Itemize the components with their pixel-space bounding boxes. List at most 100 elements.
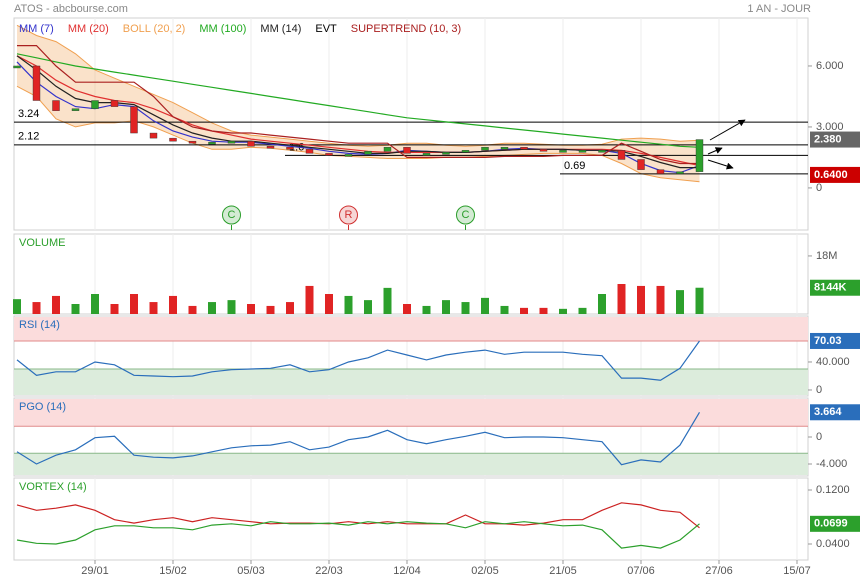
candle (149, 132, 158, 139)
oversold-zone (14, 453, 808, 475)
volume-bar (676, 290, 684, 314)
value-badge (810, 166, 860, 183)
volume-bar (266, 305, 275, 314)
candle (461, 150, 470, 153)
y-tick-label: 0.0400 (816, 538, 850, 550)
panel-title: PGO (14) (19, 401, 66, 413)
volume-bar (247, 304, 255, 314)
y-tick-label: 0 (816, 431, 822, 443)
volume-bar (383, 287, 392, 314)
panel-title: VORTEX (14) (19, 481, 87, 493)
oversold-zone (14, 368, 808, 395)
value-badge (810, 332, 860, 349)
value-badge (810, 279, 860, 296)
volume-bar (481, 297, 489, 314)
volume-bar (130, 294, 138, 314)
y-tick-label: 40.000 (816, 356, 850, 368)
candle (500, 147, 509, 150)
event-marker (222, 205, 241, 225)
volume-bar (71, 304, 80, 314)
indicator-line (16, 502, 700, 529)
overbought-zone (14, 317, 808, 341)
volume-bar (559, 308, 567, 314)
value-badge (810, 515, 860, 532)
candle (91, 100, 99, 109)
level-label: 3.24 (18, 108, 39, 120)
trend-arrows (707, 119, 746, 170)
legend-entry: MM (14) (260, 23, 301, 35)
candle (130, 106, 138, 134)
volume-bar (520, 307, 528, 314)
arrow (709, 119, 746, 141)
page-title: ATOS - abcbourse.com (14, 3, 128, 15)
y-tick-label: -4.000 (816, 458, 847, 470)
period: 1 AN - JOUR (747, 3, 811, 15)
x-tick-label: 22/03 (315, 565, 343, 577)
volume-bar (364, 300, 372, 314)
overbought-zone (14, 399, 808, 427)
candle (676, 171, 684, 174)
candle (481, 147, 489, 151)
legend-entry: SUPERTREND (10, 3) (351, 23, 461, 35)
indicator-line (16, 340, 700, 381)
volume-bar (52, 295, 60, 314)
x-tick-label: 02/05 (471, 565, 499, 577)
candle (266, 146, 275, 149)
indicator-line (16, 53, 700, 148)
y-tick-label: 0 (816, 384, 822, 396)
volume-bar (656, 285, 665, 314)
volume-bar (403, 304, 411, 314)
value-badge-label: 0.6400 (814, 169, 848, 181)
candle (52, 100, 60, 111)
arrow (707, 147, 723, 155)
candle (364, 151, 372, 155)
panel-frame (13, 17, 809, 231)
y-tick-label: 6.000 (816, 60, 844, 72)
volume-bar (208, 302, 216, 314)
volume-bar (695, 287, 704, 314)
event-label: C (228, 209, 236, 221)
candle (637, 159, 645, 170)
candle (32, 65, 41, 101)
volume-bar (442, 300, 450, 314)
candle (227, 140, 236, 144)
y-tick-label: 0.1200 (816, 484, 850, 496)
x-tick-label: 05/03 (237, 565, 265, 577)
volume-bar (617, 284, 626, 314)
candle (247, 140, 255, 147)
candle (656, 169, 665, 174)
value-badge-label: 8144K (814, 282, 846, 294)
level-label: 0.69 (564, 160, 585, 172)
candle (383, 147, 392, 152)
volume-bar (578, 307, 587, 314)
event-label: R (345, 209, 353, 221)
volume-bar (500, 305, 509, 314)
candle (422, 153, 431, 156)
volume-bar (461, 302, 470, 314)
value-badge-label: 0.0699 (814, 518, 848, 530)
x-tick-label: 12/04 (393, 565, 421, 577)
volume-bar (32, 302, 41, 314)
candle (325, 153, 333, 156)
indicator-line (16, 55, 700, 167)
y-tick-label: 0 (816, 182, 822, 194)
legend-entry: EVT (315, 23, 337, 35)
x-tick-label: 29/01 (81, 565, 109, 577)
volume-bar (110, 304, 119, 314)
volume-bar (169, 295, 177, 314)
value-badge-label: 2.380 (814, 133, 842, 145)
volume-bar (227, 300, 236, 314)
volume-bar (344, 295, 353, 314)
panel-title: RSI (14) (19, 319, 60, 331)
legend-entry: MM (7) (19, 23, 54, 35)
candle (71, 108, 80, 111)
candle (110, 100, 119, 107)
candle (305, 149, 314, 154)
x-tick-label: 21/05 (549, 565, 577, 577)
legend-entry: MM (100) (199, 23, 246, 35)
candle (617, 150, 626, 160)
y-tick-label: 3.000 (816, 121, 844, 133)
candle (286, 147, 294, 150)
